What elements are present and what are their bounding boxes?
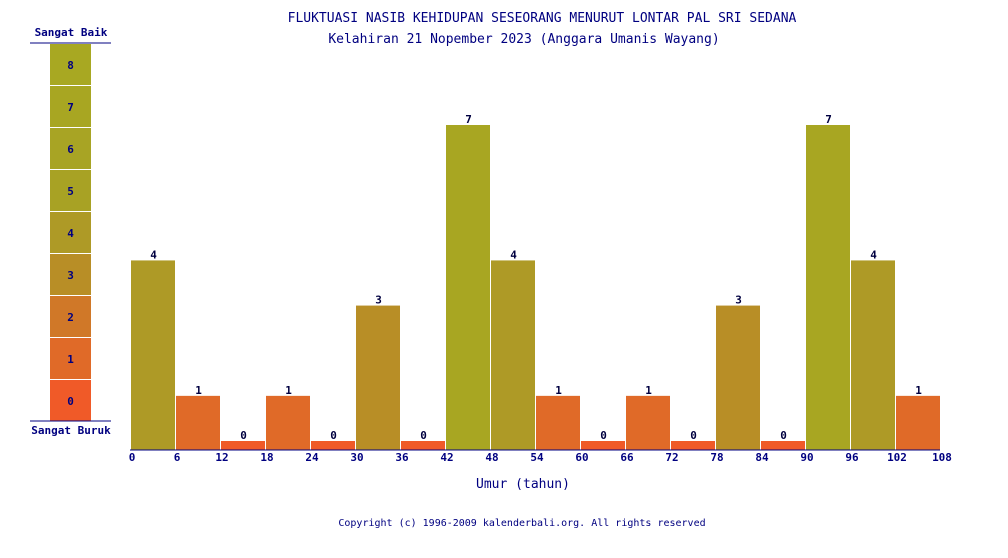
x-ticks: 0 6 12 18 24 30 36 42 48 54 60 66 72 78 84 90 96 102 108 <box>129 451 952 464</box>
scale-level-4: 4 <box>67 227 74 240</box>
x-tick-30: 30 <box>350 451 363 464</box>
bar-6-12 <box>176 395 220 450</box>
scale-level-0: 0 <box>67 395 74 408</box>
bar-value-label: 0 <box>330 429 337 442</box>
bar-72-78 <box>671 441 715 450</box>
scale-top-label: Sangat Baik <box>35 26 108 39</box>
bar-36-42 <box>401 441 445 450</box>
bar-value-label: 3 <box>735 294 742 307</box>
bar-value-label: 1 <box>285 384 292 397</box>
bar-value-label: 1 <box>915 384 922 397</box>
scale-level-8: 8 <box>67 59 74 72</box>
scale-cell-5 <box>50 170 91 211</box>
x-tick-6: 6 <box>174 451 181 464</box>
bar-value-label: 4 <box>510 248 517 261</box>
scale-bottom-label: Sangat Buruk <box>31 424 111 437</box>
bar-value-label: 0 <box>600 429 607 442</box>
bar-96-102 <box>851 260 895 450</box>
scale-cell-1 <box>50 338 91 379</box>
scale-level-1: 1 <box>67 353 74 366</box>
scale-level-3: 3 <box>67 269 74 282</box>
bar-18-24 <box>266 395 310 450</box>
x-tick-36: 36 <box>395 451 409 464</box>
x-tick-24: 24 <box>305 451 319 464</box>
scale-level-7: 7 <box>67 101 74 114</box>
x-tick-54: 54 <box>530 451 544 464</box>
bar-30-36 <box>356 305 400 450</box>
x-tick-108: 108 <box>932 451 952 464</box>
bar-value-label: 0 <box>240 429 247 442</box>
bar-value-label: 0 <box>690 429 697 442</box>
bar-value-label: 7 <box>465 113 472 126</box>
bar-value-label: 4 <box>150 248 157 261</box>
x-tick-78: 78 <box>710 451 723 464</box>
bar-value-label: 1 <box>555 384 562 397</box>
scale-cell-8 <box>50 44 91 85</box>
bar-value-label: 0 <box>420 429 427 442</box>
bar-84-90 <box>761 441 805 450</box>
copyright: Copyright (c) 1996-2009 kalenderbali.org… <box>338 518 705 529</box>
bar-value-label: 4 <box>870 248 877 261</box>
bar-0-6 <box>131 260 175 450</box>
bar-value-label: 1 <box>645 384 652 397</box>
bar-value-label: 3 <box>375 294 382 307</box>
scale-cell-6 <box>50 128 91 169</box>
x-tick-102: 102 <box>887 451 907 464</box>
bar-value-label: 0 <box>780 429 787 442</box>
x-tick-84: 84 <box>755 451 769 464</box>
x-tick-42: 42 <box>440 451 453 464</box>
data-labels: 4 1 0 1 0 3 0 7 4 1 0 1 0 3 0 7 4 1 <box>150 113 922 442</box>
bar-value-label: 1 <box>195 384 202 397</box>
x-tick-12: 12 <box>215 451 228 464</box>
scale-cell-2 <box>50 296 91 337</box>
scale-cell-7 <box>50 86 91 127</box>
bar-102-108 <box>896 395 940 450</box>
bars <box>131 125 940 450</box>
chart-subtitle: Kelahiran 21 Nopember 2023 (Anggara Uman… <box>328 32 719 47</box>
scale-level-6: 6 <box>67 143 74 156</box>
scale-cell-0 <box>50 380 91 421</box>
bar-48-54 <box>491 260 535 450</box>
bar-24-30 <box>311 441 355 450</box>
x-tick-66: 66 <box>620 451 634 464</box>
scale-level-5: 5 <box>67 185 74 198</box>
scale-level-2: 2 <box>67 311 74 324</box>
scale-cell-4 <box>50 212 91 253</box>
bar-value-label: 7 <box>825 113 832 126</box>
x-tick-60: 60 <box>575 451 588 464</box>
x-tick-72: 72 <box>665 451 678 464</box>
bar-12-18 <box>221 441 265 450</box>
x-axis-label: Umur (tahun) <box>476 477 570 492</box>
bar-54-60 <box>536 395 580 450</box>
x-tick-18: 18 <box>260 451 273 464</box>
x-tick-90: 90 <box>800 451 813 464</box>
bar-66-72 <box>626 395 670 450</box>
scale-cells: 8 7 6 5 4 3 2 1 0 <box>50 44 91 421</box>
x-tick-0: 0 <box>129 451 136 464</box>
bar-60-66 <box>581 441 625 450</box>
bar-90-96 <box>806 125 850 450</box>
scale-cell-3 <box>50 254 91 295</box>
chart-title: FLUKTUASI NASIB KEHIDUPAN SESEORANG MENU… <box>288 11 797 26</box>
bar-78-84 <box>716 305 760 450</box>
x-tick-96: 96 <box>845 451 859 464</box>
x-tick-48: 48 <box>485 451 498 464</box>
bar-42-48 <box>446 125 490 450</box>
fortune-scale: Sangat Baik 8 7 6 5 4 3 2 1 0 Sangat Buruk <box>30 26 111 437</box>
